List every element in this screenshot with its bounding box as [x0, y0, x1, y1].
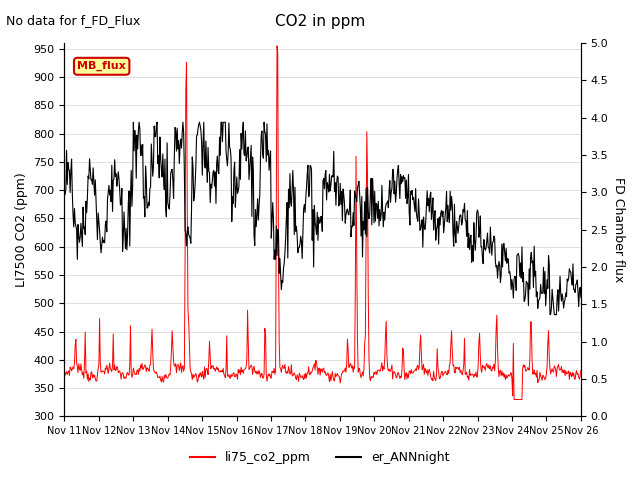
Legend: li75_co2_ppm, er_ANNnight: li75_co2_ppm, er_ANNnight — [186, 446, 454, 469]
Text: MB_flux: MB_flux — [77, 61, 126, 72]
Text: CO2 in ppm: CO2 in ppm — [275, 14, 365, 29]
Y-axis label: LI7500 CO2 (ppm): LI7500 CO2 (ppm) — [15, 172, 28, 287]
Text: No data for f_FD_Flux: No data for f_FD_Flux — [6, 14, 141, 27]
Y-axis label: FD Chamber flux: FD Chamber flux — [612, 177, 625, 282]
